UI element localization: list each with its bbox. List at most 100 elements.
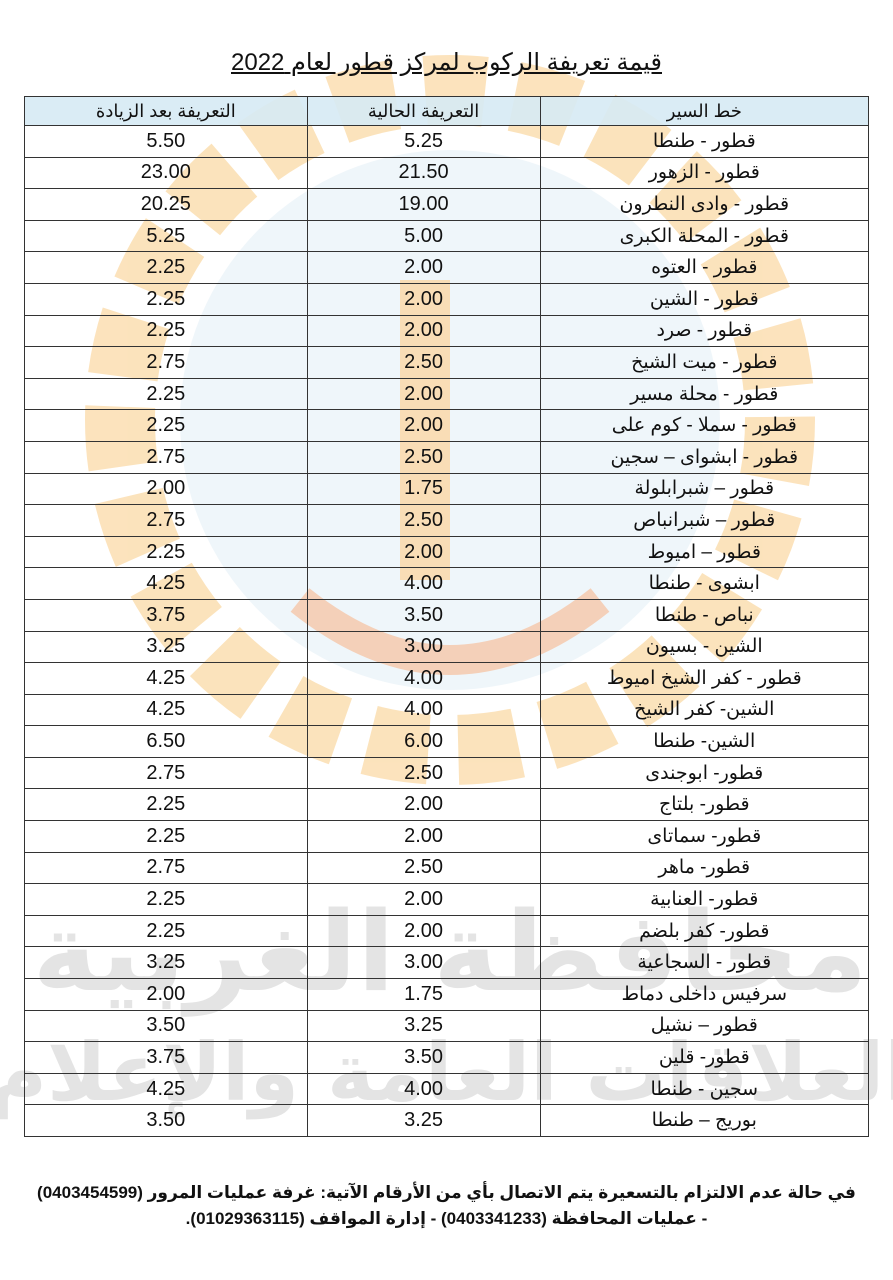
cell-current-fare: 3.25 [306,1104,541,1137]
table-row: قطور - ابشواى – سجين 2.50 2.75 [24,440,870,474]
cell-route: قطور - السجاعية [539,946,870,980]
cell-current-fare: 4.00 [306,693,541,727]
cell-route: قطور - كفر الشيخ اميوط [539,662,870,695]
cell-current-fare: 2.50 [306,440,541,474]
cell-new-fare: 3.75 [24,598,308,632]
cell-route: الشين- كفر الشيخ [539,693,870,727]
table-row: سرفيس داخلى دماط 1.75 2.00 [24,978,870,1011]
contact-note: في حالة عدم الالتزام بالتسعيرة يتم الاتص… [20,1180,873,1232]
cell-route: ابشوى - طنطا [539,567,870,600]
cell-route: قطور- بلتاج [539,788,870,822]
cell-current-fare: 2.00 [306,409,541,442]
cell-route: قطور- سماتاى [539,820,870,853]
cell-current-fare: 3.00 [306,630,541,664]
cell-route: قطور- كفر بلضم [539,914,870,948]
cell-current-fare: 1.75 [306,472,541,506]
cell-current-fare: 3.50 [306,598,541,632]
header-current-fare: التعريفة الحالية [306,96,541,126]
cell-current-fare: 2.50 [306,851,541,885]
table-row: سجين - طنطا 4.00 4.25 [24,1072,870,1106]
cell-route: قطور - ميت الشيخ [539,346,870,379]
cell-route: قطور - المحلة الكبرى [539,219,870,253]
cell-route: قطور - الشين [539,282,870,316]
cell-current-fare: 2.50 [306,346,541,379]
table-row: نباص - طنطا 3.50 3.75 [24,598,870,632]
cell-new-fare: 2.25 [24,377,308,411]
cell-route: قطور – شبرابلولة [539,472,870,506]
cell-new-fare: 2.00 [24,472,308,506]
table-row: قطور - السجاعية 3.00 3.25 [24,946,870,980]
table-row: ابشوى - طنطا 4.00 4.25 [24,567,870,600]
cell-route: سرفيس داخلى دماط [539,978,870,1011]
cell-new-fare: 2.25 [24,788,308,822]
cell-new-fare: 4.25 [24,662,308,695]
cell-route: قطور- قلين [539,1041,870,1074]
contact-note-line-1: في حالة عدم الالتزام بالتسعيرة يتم الاتص… [37,1183,856,1202]
cell-new-fare: 2.75 [24,851,308,885]
cell-route: قطور – شبرانباص [539,504,870,537]
cell-new-fare: 2.25 [24,883,308,916]
cell-new-fare: 2.75 [24,346,308,379]
contact-note-line-2: - عمليات المحافظة (0403341233) - إدارة ا… [185,1209,708,1228]
table-row: قطور – نشيل 3.25 3.50 [24,1009,870,1043]
cell-route: سجين - طنطا [539,1072,870,1106]
cell-current-fare: 3.00 [306,946,541,980]
table-row: قطور - سملا - كوم على 2.00 2.25 [24,409,870,442]
header-new-fare: التعريفة بعد الزيادة [24,96,308,126]
table-row: قطور - الزهور 21.50 23.00 [24,156,870,190]
cell-current-fare: 3.50 [306,1041,541,1074]
cell-current-fare: 2.00 [306,914,541,948]
table-row: قطور - ميت الشيخ 2.50 2.75 [24,346,870,379]
cell-new-fare: 3.75 [24,1041,308,1074]
cell-new-fare: 3.50 [24,1009,308,1043]
cell-current-fare: 4.00 [306,1072,541,1106]
cell-route: قطور - ابشواى – سجين [539,440,870,474]
cell-new-fare: 4.25 [24,693,308,727]
cell-route: قطور - صرد [539,314,870,348]
cell-current-fare: 5.00 [306,219,541,253]
cell-current-fare: 2.00 [306,314,541,348]
cell-current-fare: 4.00 [306,662,541,695]
cell-new-fare: 2.75 [24,756,308,790]
cell-route: بوريج – طنطا [539,1104,870,1137]
cell-route: قطور - الزهور [539,156,870,190]
table-row: قطور - محلة مسير 2.00 2.25 [24,377,870,411]
table-row: الشين- طنطا 6.00 6.50 [24,725,870,758]
cell-current-fare: 21.50 [306,156,541,190]
table-row: قطور- ابوجندى 2.50 2.75 [24,756,870,790]
table-row: قطور - وادى النطرون 19.00 20.25 [24,188,870,221]
cell-current-fare: 2.00 [306,883,541,916]
cell-current-fare: 2.50 [306,756,541,790]
cell-route: قطور – اميوط [539,535,870,569]
cell-new-fare: 4.25 [24,567,308,600]
cell-current-fare: 2.00 [306,251,541,284]
cell-new-fare: 3.50 [24,1104,308,1137]
cell-new-fare: 2.25 [24,914,308,948]
table-row: الشين - بسيون 3.00 3.25 [24,630,870,664]
cell-current-fare: 2.00 [306,377,541,411]
cell-current-fare: 6.00 [306,725,541,758]
cell-new-fare: 2.75 [24,440,308,474]
cell-new-fare: 3.25 [24,946,308,980]
cell-route: قطور- العنابية [539,883,870,916]
cell-new-fare: 6.50 [24,725,308,758]
cell-current-fare: 2.00 [306,788,541,822]
cell-new-fare: 2.25 [24,820,308,853]
cell-new-fare: 2.25 [24,251,308,284]
table-row: قطور - طنطا 5.25 5.50 [24,125,870,158]
cell-route: قطور - العتوه [539,251,870,284]
cell-route: قطور- ابوجندى [539,756,870,790]
page-title: قيمة تعريفة الركوب لمركز قطور لعام 2022 [231,49,662,76]
table-row: قطور- بلتاج 2.00 2.25 [24,788,870,822]
cell-current-fare: 19.00 [306,188,541,221]
table-row: قطور - صرد 2.00 2.25 [24,314,870,348]
cell-route: قطور – نشيل [539,1009,870,1043]
cell-new-fare: 4.25 [24,1072,308,1106]
table-row: قطور - الشين 2.00 2.25 [24,282,870,316]
cell-route: نباص - طنطا [539,598,870,632]
cell-route: قطور - محلة مسير [539,377,870,411]
cell-current-fare: 1.75 [306,978,541,1011]
cell-route: الشين- طنطا [539,725,870,758]
cell-current-fare: 3.25 [306,1009,541,1043]
cell-new-fare: 2.25 [24,314,308,348]
